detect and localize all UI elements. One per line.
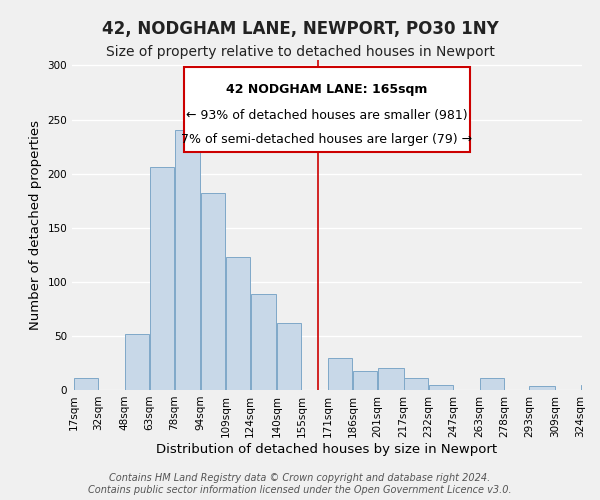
- Bar: [353, 370, 377, 390]
- Text: ← 93% of detached houses are smaller (981): ← 93% of detached houses are smaller (98…: [186, 110, 468, 122]
- Bar: [175, 130, 200, 390]
- Bar: [529, 386, 556, 390]
- FancyBboxPatch shape: [184, 66, 470, 152]
- Bar: [201, 193, 225, 390]
- Bar: [404, 378, 428, 390]
- Text: Size of property relative to detached houses in Newport: Size of property relative to detached ho…: [106, 45, 494, 59]
- X-axis label: Distribution of detached houses by size in Newport: Distribution of detached houses by size …: [157, 442, 497, 456]
- Text: Contains HM Land Registry data © Crown copyright and database right 2024.
Contai: Contains HM Land Registry data © Crown c…: [88, 474, 512, 495]
- Bar: [251, 294, 277, 390]
- Bar: [429, 384, 453, 390]
- Bar: [150, 167, 174, 390]
- Text: 7% of semi-detached houses are larger (79) →: 7% of semi-detached houses are larger (7…: [181, 132, 473, 145]
- Bar: [480, 378, 504, 390]
- Bar: [377, 368, 404, 390]
- Bar: [226, 257, 250, 390]
- Y-axis label: Number of detached properties: Number of detached properties: [29, 120, 42, 330]
- Bar: [328, 358, 352, 390]
- Text: 42, NODGHAM LANE, NEWPORT, PO30 1NY: 42, NODGHAM LANE, NEWPORT, PO30 1NY: [101, 20, 499, 38]
- Bar: [581, 384, 600, 390]
- Bar: [125, 334, 149, 390]
- Bar: [74, 378, 98, 390]
- Bar: [277, 323, 301, 390]
- Text: 42 NODGHAM LANE: 165sqm: 42 NODGHAM LANE: 165sqm: [226, 83, 428, 96]
